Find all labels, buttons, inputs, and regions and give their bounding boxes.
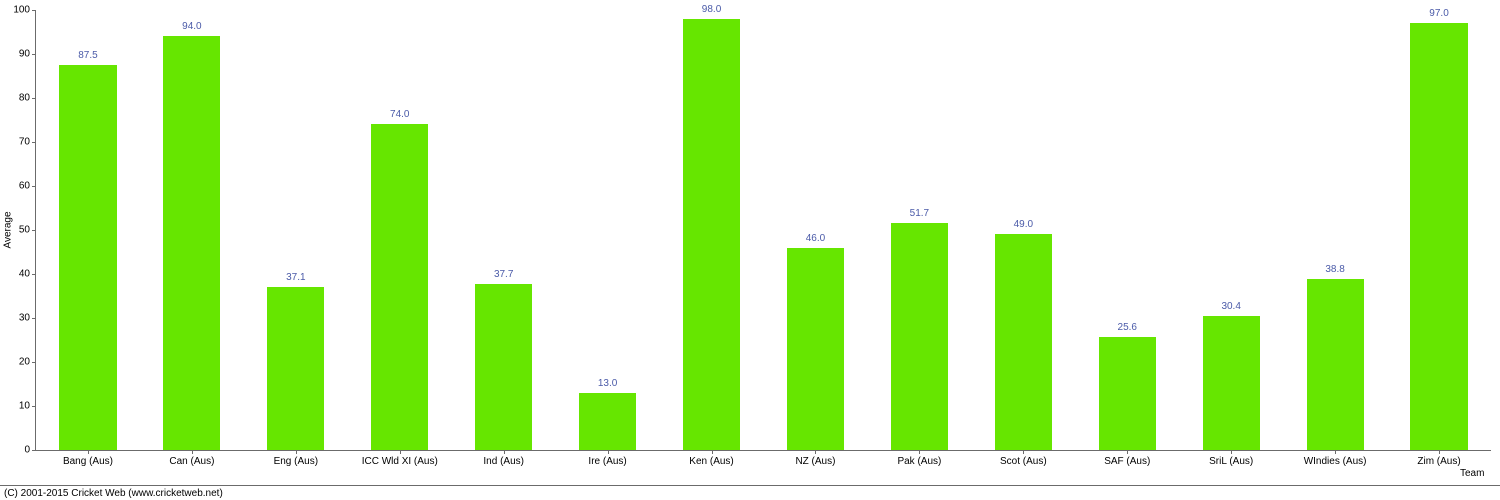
bar [995,234,1052,450]
x-tick-label: SAF (Aus) [1104,450,1150,467]
x-tick-label: Can (Aus) [169,450,214,467]
bar [683,19,740,450]
x-tick-label: WIndies (Aus) [1304,450,1367,467]
y-tick-label: 100 [13,5,36,16]
bar-value-label: 38.8 [1325,264,1344,275]
bar [163,36,220,450]
x-tick-label: Eng (Aus) [274,450,318,467]
bar-value-label: 25.6 [1118,322,1137,333]
bar [891,223,948,450]
bar-value-label: 13.0 [598,378,617,389]
bar [59,65,116,450]
bar-value-label: 94.0 [182,21,201,32]
y-tick-label: 80 [19,93,36,104]
plot-area: 010203040506070809010087.5Bang (Aus)94.0… [35,10,1491,451]
y-tick-label: 20 [19,357,36,368]
y-axis-title: Average [3,211,14,248]
x-axis-title: Team [1460,468,1484,479]
y-tick-label: 90 [19,49,36,60]
x-tick-label: Ind (Aus) [483,450,524,467]
y-tick-label: 70 [19,137,36,148]
x-tick-label: NZ (Aus) [795,450,835,467]
x-tick-label: Bang (Aus) [63,450,113,467]
x-tick-label: Ire (Aus) [588,450,626,467]
y-tick-label: 30 [19,313,36,324]
bar [1203,316,1260,450]
chart-container: 0 10 20 30 40 50 60 70 80 90 100 87.5 Bang (Aus) 94.0… [0,0,1500,500]
bar [579,393,636,450]
bar-value-label: 97.0 [1429,8,1448,19]
bar [371,124,428,450]
x-tick-label: SriL (Aus) [1209,450,1253,467]
bar-value-label: 46.0 [806,233,825,244]
bar [1410,23,1467,450]
bar-value-label: 30.4 [1221,301,1240,312]
x-tick-label: Ken (Aus) [689,450,733,467]
x-tick-label: Pak (Aus) [897,450,941,467]
bar [475,284,532,450]
y-tick-label: 40 [19,269,36,280]
bar-value-label: 98.0 [702,4,721,15]
bar [1307,279,1364,450]
bar-value-label: 37.1 [286,272,305,283]
footer-copyright: (C) 2001-2015 Cricket Web (www.cricketwe… [0,485,1500,500]
y-tick-label: 10 [19,401,36,412]
bar [267,287,324,450]
y-tick-label: 60 [19,181,36,192]
bar [787,248,844,450]
bar-value-label: 37.7 [494,269,513,280]
bar [1099,337,1156,450]
bar-value-label: 51.7 [910,208,929,219]
bar-value-label: 87.5 [78,50,97,61]
bar-value-label: 49.0 [1014,219,1033,230]
bar-value-label: 74.0 [390,109,409,120]
x-tick-label: Zim (Aus) [1417,450,1460,467]
y-tick-label: 0 [24,445,36,456]
x-tick-label: ICC Wld XI (Aus) [362,450,438,467]
y-tick-label: 50 [19,225,36,236]
x-tick-label: Scot (Aus) [1000,450,1047,467]
